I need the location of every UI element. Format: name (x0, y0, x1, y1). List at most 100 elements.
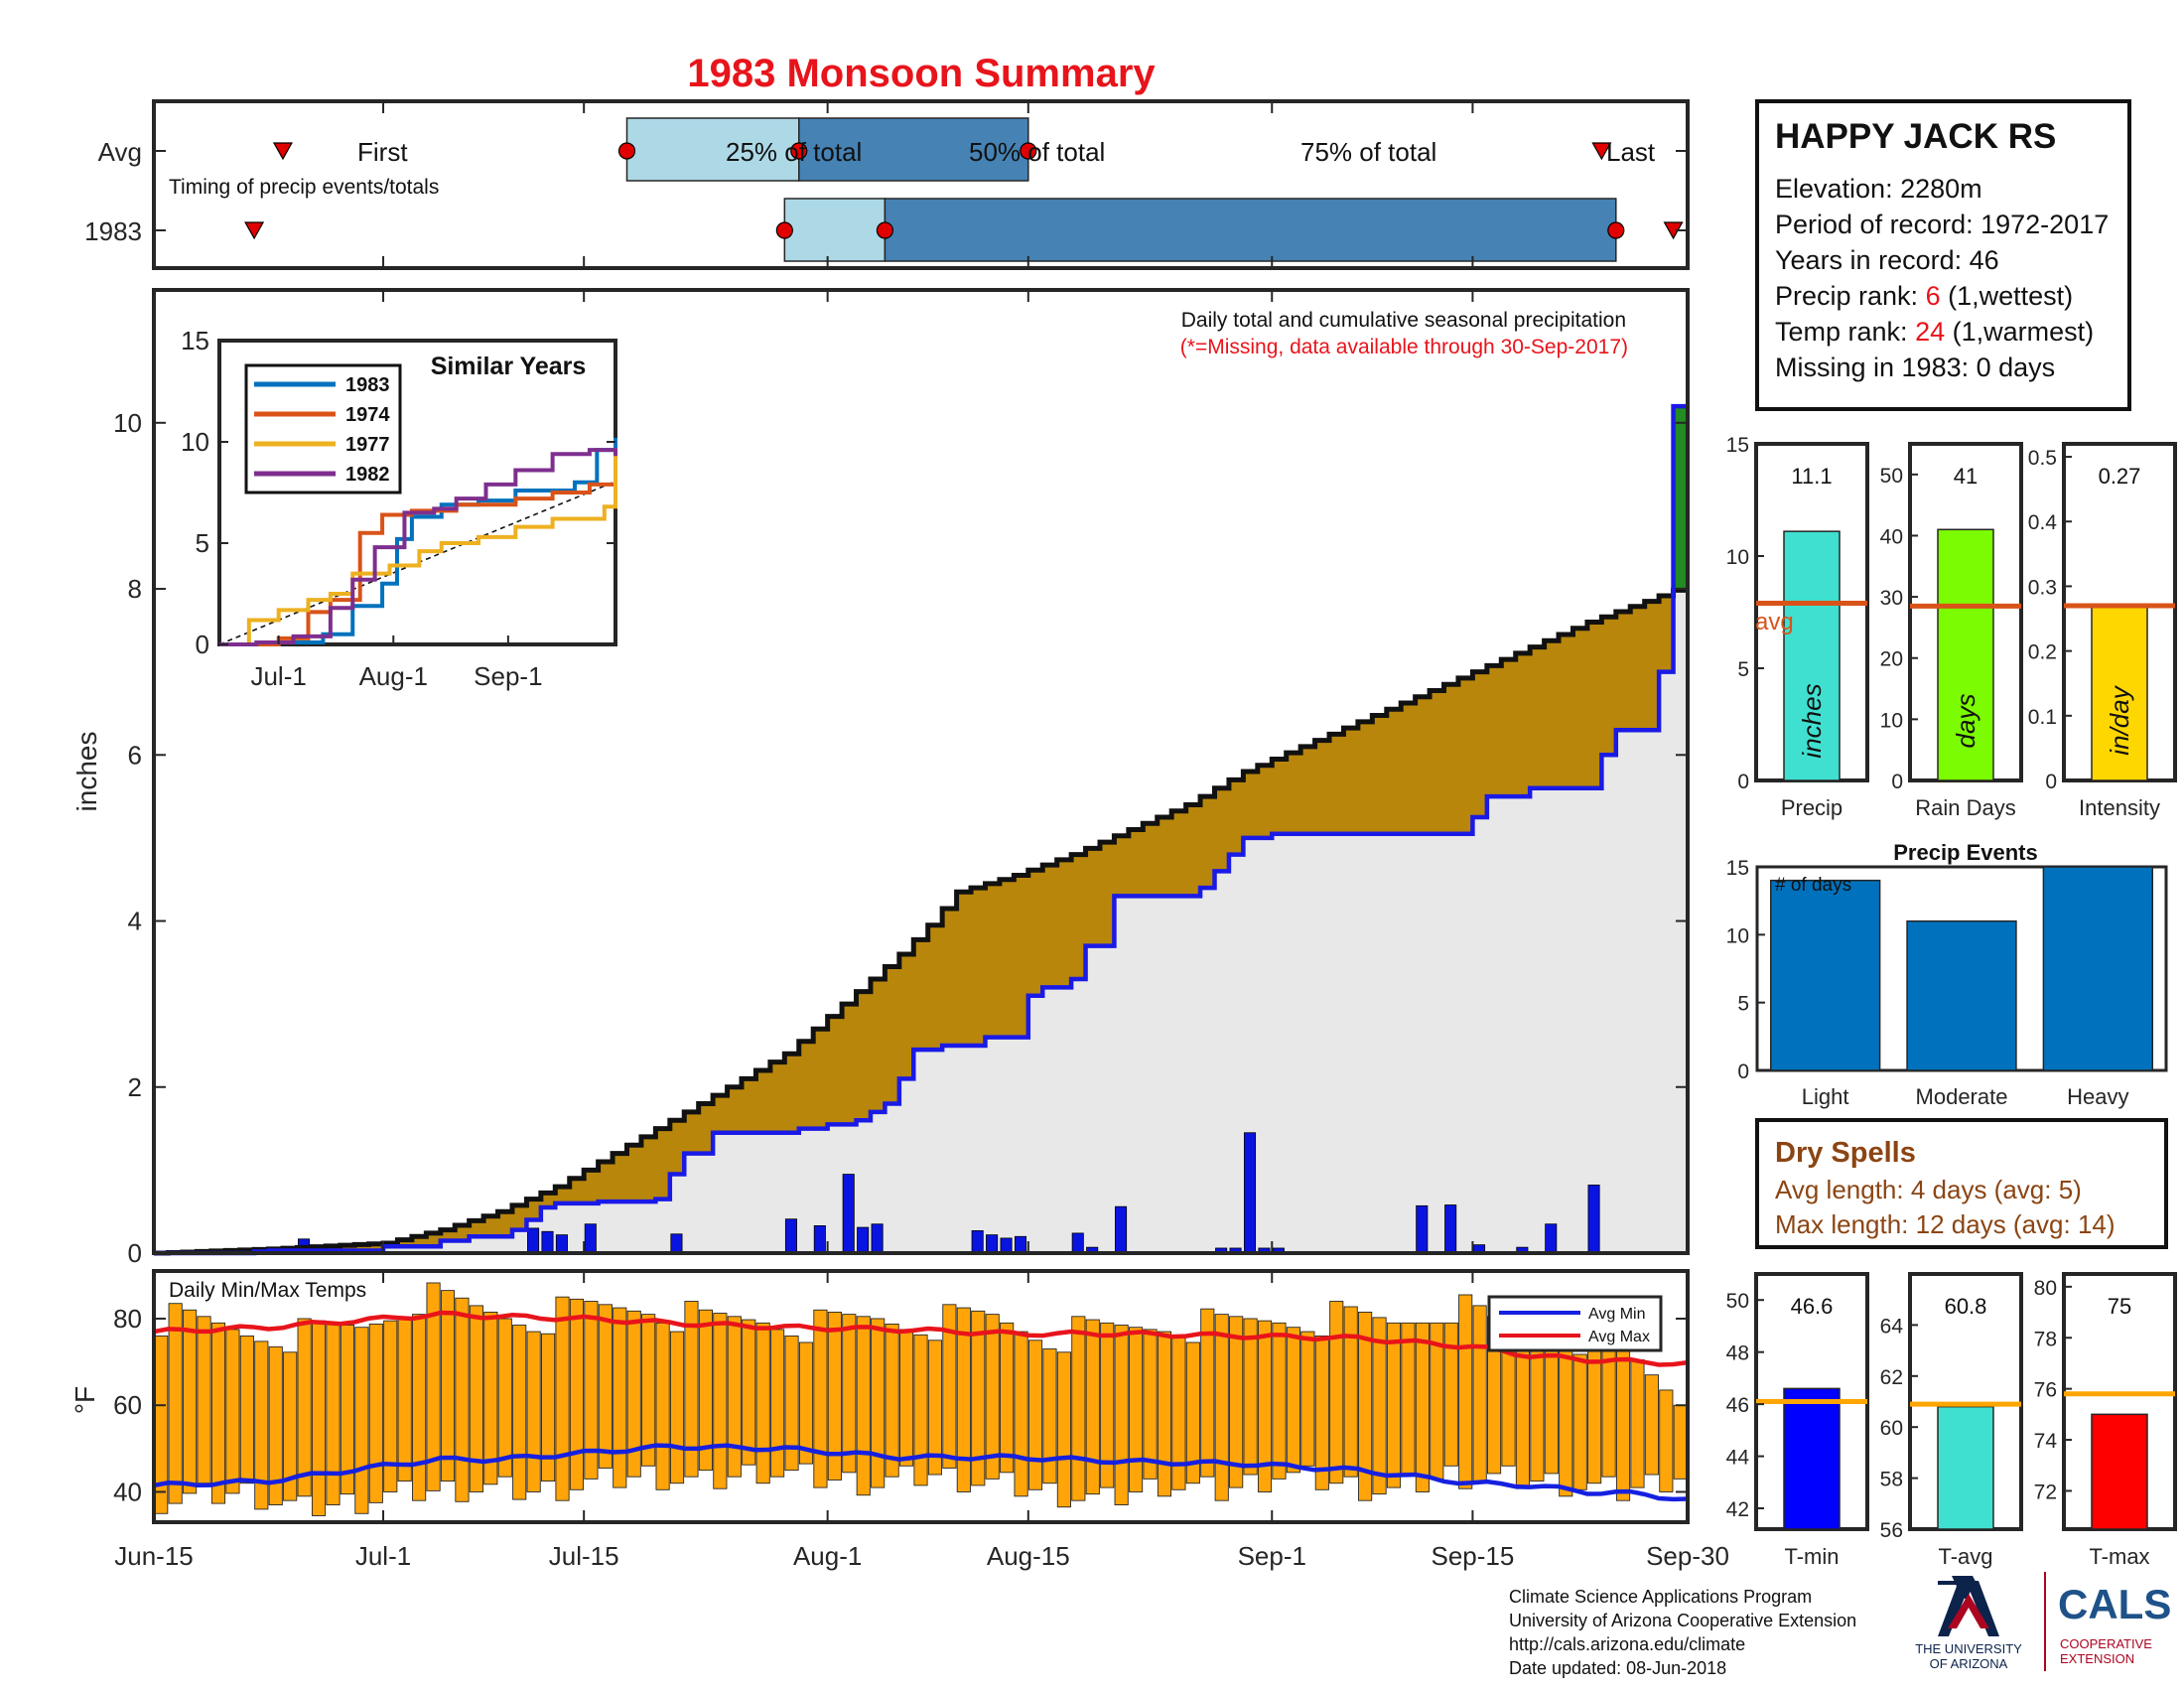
daily-temp-bar (770, 1329, 785, 1478)
temp-summary-tavg-y-tick-label: 60 (1880, 1417, 1903, 1440)
temp-summary-panels: 46.6 42 44 46 48 50 T-min 60.8 56 58 60 62 64 T-avg 75… (1726, 1272, 2177, 1569)
below-average-fill (971, 888, 987, 1046)
precip-events-ylabel: # of days (1775, 875, 1851, 896)
temp-legend-max-label: Avg Max (1588, 1329, 1650, 1345)
temp-summary-tmin-y-tick-label: 46 (1726, 1394, 1749, 1417)
main-panel-frame (152, 288, 1690, 1255)
timing-first-label: First (357, 137, 408, 167)
daily-temp-bar (1329, 1301, 1344, 1484)
footer-line3: http://cals.arizona.edu/climate (1509, 1634, 1745, 1654)
daily-temp-bar (1185, 1341, 1200, 1484)
daily-temp-bar (1601, 1334, 1616, 1478)
date-tick-label: Aug-1 (793, 1541, 862, 1571)
daily-precip-bar (871, 1223, 884, 1254)
daily-temp-bar (1314, 1335, 1329, 1490)
temp-rank-value: 24 (1915, 317, 1945, 347)
precip-summary-intensity-y-tick-label: 0.5 (2028, 447, 2057, 470)
daily-temp-bar (1272, 1322, 1287, 1480)
below-average-fill (1257, 765, 1273, 838)
temp-summary-tmax-y-tick-label: 78 (2034, 1328, 2057, 1350)
daily-temp-bar (971, 1310, 986, 1486)
timing-last-label: Last (1606, 137, 1656, 167)
daily-precip-bar (1444, 1204, 1457, 1254)
below-average-fill (1401, 703, 1417, 834)
below-average-fill (798, 1041, 814, 1129)
precip-events-y-tick-label: 0 (1737, 1060, 1749, 1083)
above-average-fill (1673, 406, 1689, 591)
date-tick-label: Jul-15 (549, 1541, 619, 1571)
temp-summary-tmin-label: T-min (1785, 1544, 1840, 1569)
dry-spells-max: Max length: 12 days (avg: 14) (1775, 1209, 2116, 1239)
daily-temp-bar (613, 1307, 627, 1488)
daily-temp-bar (626, 1310, 641, 1478)
precip-summary-rain-days-y-tick-label: 30 (1880, 587, 1903, 610)
precip-summary-precip-y-tick-label: 10 (1726, 546, 1749, 569)
avg-last-marker (1591, 142, 1612, 161)
below-average-fill (397, 1239, 413, 1247)
main-annotation-line1: Daily total and cumulative seasonal prec… (1181, 309, 1626, 332)
station-temp-rank: Temp rank: 24 (1,warmest) (1775, 317, 2094, 347)
daily-temp-bar (1343, 1306, 1358, 1478)
precip-summary-precip-label: Precip (1781, 795, 1843, 820)
daily-temp-bar (283, 1351, 298, 1501)
daily-temp-bar (354, 1327, 369, 1514)
below-average-fill (526, 1199, 542, 1220)
precip-summary-rain-days-bar (1937, 528, 1994, 781)
daily-precip-bar (1545, 1223, 1558, 1254)
below-average-fill (755, 1070, 771, 1133)
daily-temp-bar (727, 1316, 742, 1478)
footer-line2: University of Arizona Cooperative Extens… (1509, 1611, 1856, 1630)
daily-precip-bar (541, 1230, 554, 1254)
temp-y-label: °F (69, 1386, 100, 1414)
below-average-fill (1300, 746, 1316, 834)
daily-temp-bar (239, 1335, 254, 1484)
station-name: HAPPY JACK RS (1775, 117, 2056, 156)
station-elevation: Elevation: 2280m (1775, 174, 1982, 204)
daily-temp-bar (1157, 1331, 1172, 1497)
inset-x-tick-label: Aug-1 (359, 661, 428, 691)
daily-precip-bar (527, 1227, 540, 1254)
temp-summary-tavg-y-tick-label: 56 (1880, 1519, 1903, 1542)
footer-line4: Date updated: 08-Jun-2018 (1509, 1658, 1726, 1678)
temp-rank-prefix: Temp rank: (1775, 317, 1915, 347)
daily-temp-bar (755, 1322, 770, 1484)
daily-temp-bar (598, 1304, 613, 1469)
daily-temp-bar (1000, 1322, 1015, 1474)
temp-summary-tmax-y-tick-label: 72 (2034, 1481, 2057, 1503)
daily-temp-bar (1200, 1308, 1215, 1478)
below-average-fill (1630, 606, 1646, 731)
precip-summary-precip-y-tick-label: 0 (1737, 771, 1749, 793)
precip-summary-intensity-value-text: 0.27 (2099, 464, 2141, 489)
daily-temp-bar (1659, 1389, 1674, 1492)
below-average-fill (584, 1170, 600, 1203)
daily-temp-bar (885, 1323, 899, 1478)
year-p25-marker (775, 221, 793, 239)
precip-summary-intensity-unit-label: in/day (2105, 684, 2134, 755)
date-tick-label: Sep-15 (1431, 1541, 1514, 1571)
date-tick-label: Jul-1 (355, 1541, 411, 1571)
temp-legend: Avg Min Avg Max (1487, 1295, 1663, 1352)
below-average-fill (1501, 659, 1517, 797)
below-average-fill (469, 1220, 484, 1237)
below-average-fill (1443, 684, 1459, 834)
precip-summary-precip-value-text: 11.1 (1791, 464, 1832, 489)
below-average-fill (985, 883, 1001, 1038)
temp-summary-tavg-y-tick-label: 64 (1880, 1315, 1904, 1338)
daily-precip-bar (1014, 1235, 1027, 1254)
below-average-fill (613, 1153, 628, 1202)
below-average-fill (1559, 635, 1574, 788)
main-y-label: inches (71, 732, 102, 812)
inset-y-tick-label: 0 (196, 630, 209, 659)
below-average-fill (1014, 875, 1029, 1038)
below-average-fill (540, 1193, 556, 1208)
daily-temp-bar (1572, 1353, 1587, 1490)
precip-events-y-tick-label: 5 (1737, 993, 1749, 1016)
arizona-a-inner-icon (1948, 1594, 1989, 1628)
daily-temp-bar (1615, 1343, 1631, 1501)
below-average-fill (1586, 622, 1602, 788)
inset-legend-label: 1983 (345, 374, 390, 396)
daily-temp-bar (784, 1335, 799, 1472)
cals-coop-line2: EXTENSION (2060, 1651, 2134, 1666)
below-average-fill (354, 1244, 370, 1251)
daily-precip-bar (971, 1230, 984, 1254)
